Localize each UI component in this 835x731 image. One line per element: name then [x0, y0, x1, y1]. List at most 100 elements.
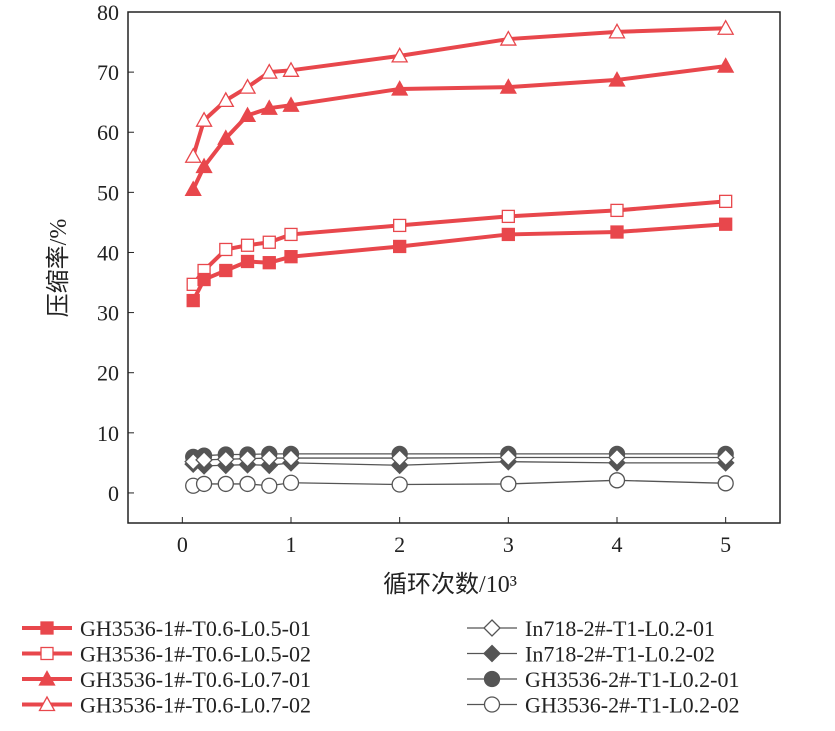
- data-point: [284, 250, 298, 264]
- data-point: [501, 227, 515, 242]
- data-point: [501, 209, 515, 224]
- data-point: [219, 263, 233, 278]
- data-point: [719, 217, 733, 231]
- y-tick-label: 70: [97, 60, 119, 85]
- legend-marker: [40, 621, 54, 635]
- x-tick-label: 0: [177, 532, 188, 557]
- x-tick-label: 4: [612, 532, 623, 557]
- data-point: [219, 242, 233, 257]
- series-In718-2#-T1-L0.2-01: [184, 448, 735, 471]
- legend-label: GH3536-1#-T0.6-L0.5-01: [80, 616, 311, 641]
- y-tick-label: 80: [97, 0, 119, 25]
- data-point: [184, 180, 202, 196]
- y-axis-label: 压缩率/%: [45, 219, 72, 318]
- data-point: [284, 227, 298, 242]
- data-point: [216, 450, 235, 469]
- series-line: [191, 26, 726, 157]
- legend-item: GH3536-1#-T0.6-L0.5-02: [22, 642, 311, 667]
- series-GH3536-1#-T0.6-L0.5-01: [186, 217, 733, 308]
- legend-item: GH3536-2#-T1-L0.2-01: [467, 667, 739, 692]
- legend-marker: [483, 619, 501, 637]
- y-tick-label: 60: [97, 120, 119, 145]
- data-point: [608, 23, 626, 39]
- data-point: [391, 476, 408, 493]
- series-GH3536-1#-T0.6-L0.5-02: [186, 194, 733, 291]
- legend-label: In718-2#-T1-L0.2-01: [525, 616, 715, 641]
- data-point: [608, 71, 626, 87]
- data-point: [240, 254, 255, 269]
- legend-item: GH3536-1#-T0.6-L0.5-01: [22, 616, 311, 641]
- data-point: [238, 106, 257, 123]
- x-tick-label: 2: [394, 532, 405, 557]
- x-tick-label: 3: [503, 532, 514, 557]
- data-point: [717, 475, 734, 492]
- data-point: [499, 448, 518, 467]
- data-point: [390, 449, 409, 467]
- series-GH3536-2#-T1-L0.2-02: [185, 472, 734, 494]
- data-point: [500, 475, 517, 493]
- data-point: [238, 78, 257, 94]
- x-tick-label: 1: [286, 532, 297, 557]
- data-point: [238, 449, 257, 468]
- data-point: [717, 19, 735, 35]
- y-tick-label: 40: [97, 240, 119, 265]
- data-point: [217, 129, 235, 145]
- legend-item: GH3536-2#-T1-L0.2-02: [467, 693, 739, 718]
- series-line: [191, 64, 726, 191]
- legend-marker: [483, 696, 501, 713]
- data-point: [260, 63, 278, 79]
- data-point: [610, 203, 624, 218]
- data-point: [262, 235, 276, 249]
- data-point: [195, 450, 213, 469]
- series-GH3536-1#-T0.6-L0.7-02: [184, 19, 735, 163]
- x-axis-label: 循环次数/10³: [383, 571, 517, 598]
- data-point: [391, 80, 409, 96]
- legend-marker: [38, 670, 56, 686]
- data-point: [393, 218, 407, 233]
- data-point: [217, 91, 235, 108]
- data-point: [719, 194, 733, 209]
- data-point: [186, 293, 200, 308]
- data-point: [195, 157, 213, 174]
- series-line: [193, 456, 726, 463]
- x-tick-label: 5: [720, 532, 731, 557]
- y-tick-label: 10: [97, 421, 119, 446]
- data-point: [499, 30, 517, 46]
- data-point: [262, 256, 276, 270]
- data-point: [195, 475, 213, 493]
- series-line: [193, 461, 726, 467]
- legend-label: GH3536-1#-T0.6-L0.7-01: [80, 667, 311, 692]
- legend-label: GH3536-1#-T0.6-L0.7-02: [80, 693, 311, 718]
- data-point: [610, 225, 624, 239]
- series-line: [193, 453, 726, 458]
- y-tick-label: 20: [97, 361, 119, 386]
- data-point: [499, 78, 517, 94]
- data-point: [282, 449, 300, 467]
- data-point: [716, 448, 735, 467]
- legend-marker: [38, 695, 56, 712]
- data-point: [282, 61, 300, 77]
- legend-label: GH3536-1#-T0.6-L0.5-02: [80, 642, 311, 667]
- legend-label: GH3536-2#-T1-L0.2-02: [525, 693, 739, 718]
- data-point: [261, 477, 278, 494]
- y-tick-label: 30: [97, 301, 119, 326]
- legend-item: GH3536-1#-T0.6-L0.7-01: [22, 667, 311, 692]
- data-point: [282, 474, 300, 491]
- legend-label: GH3536-2#-T1-L0.2-01: [525, 667, 739, 692]
- series-line: [191, 199, 726, 286]
- y-tick-label: 0: [108, 481, 119, 506]
- data-point: [717, 57, 735, 73]
- data-point: [282, 96, 300, 112]
- data-point: [195, 111, 213, 127]
- plot-frame: [127, 11, 781, 524]
- data-point: [240, 238, 255, 252]
- series-GH3536-1#-T0.6-L0.7-01: [184, 57, 735, 196]
- legend-item: GH3536-1#-T0.6-L0.7-02: [22, 693, 311, 718]
- y-tick-label: 50: [97, 180, 119, 205]
- data-point: [184, 147, 202, 163]
- legend-item: In718-2#-T1-L0.2-01: [467, 616, 715, 641]
- data-point: [391, 47, 409, 63]
- data-point: [608, 472, 626, 489]
- legend-item: In718-2#-T1-L0.2-02: [467, 642, 715, 667]
